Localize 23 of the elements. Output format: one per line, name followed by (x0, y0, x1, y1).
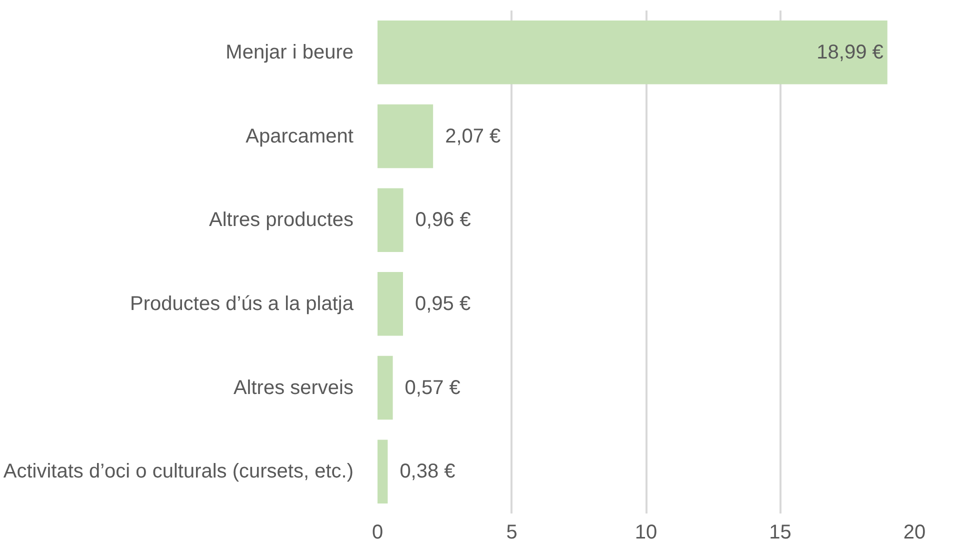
data-label: 0,57 € (404, 376, 460, 399)
y-tick-label: Altres productes (208, 209, 354, 232)
x-tick-label: 10 (634, 522, 658, 541)
y-tick-label: Altres serveis (233, 376, 354, 399)
x-tick-label: 0 (372, 522, 384, 541)
bar (378, 272, 404, 336)
bar (378, 440, 388, 504)
x-tick-label: 20 (903, 522, 926, 541)
x-tick-label: 15 (769, 522, 792, 541)
y-tick-label: Productes d’ús a la platja (130, 292, 354, 315)
bar (378, 20, 888, 84)
data-label: 0,95 € (415, 292, 471, 315)
bar (378, 356, 393, 420)
data-label: 18,99 € (816, 41, 884, 64)
bar (378, 188, 404, 252)
data-label: 2,07 € (445, 125, 501, 148)
data-label: 0,38 € (400, 460, 456, 483)
y-tick-label: Aparcament (246, 125, 354, 148)
data-label: 0,96 € (415, 209, 471, 232)
y-tick-label: Activitats d’oci o culturals (cursets, etc.) (3, 460, 354, 483)
y-tick-label: Menjar i beure (226, 41, 354, 64)
x-tick-label: 5 (506, 522, 518, 541)
bar (378, 104, 434, 168)
